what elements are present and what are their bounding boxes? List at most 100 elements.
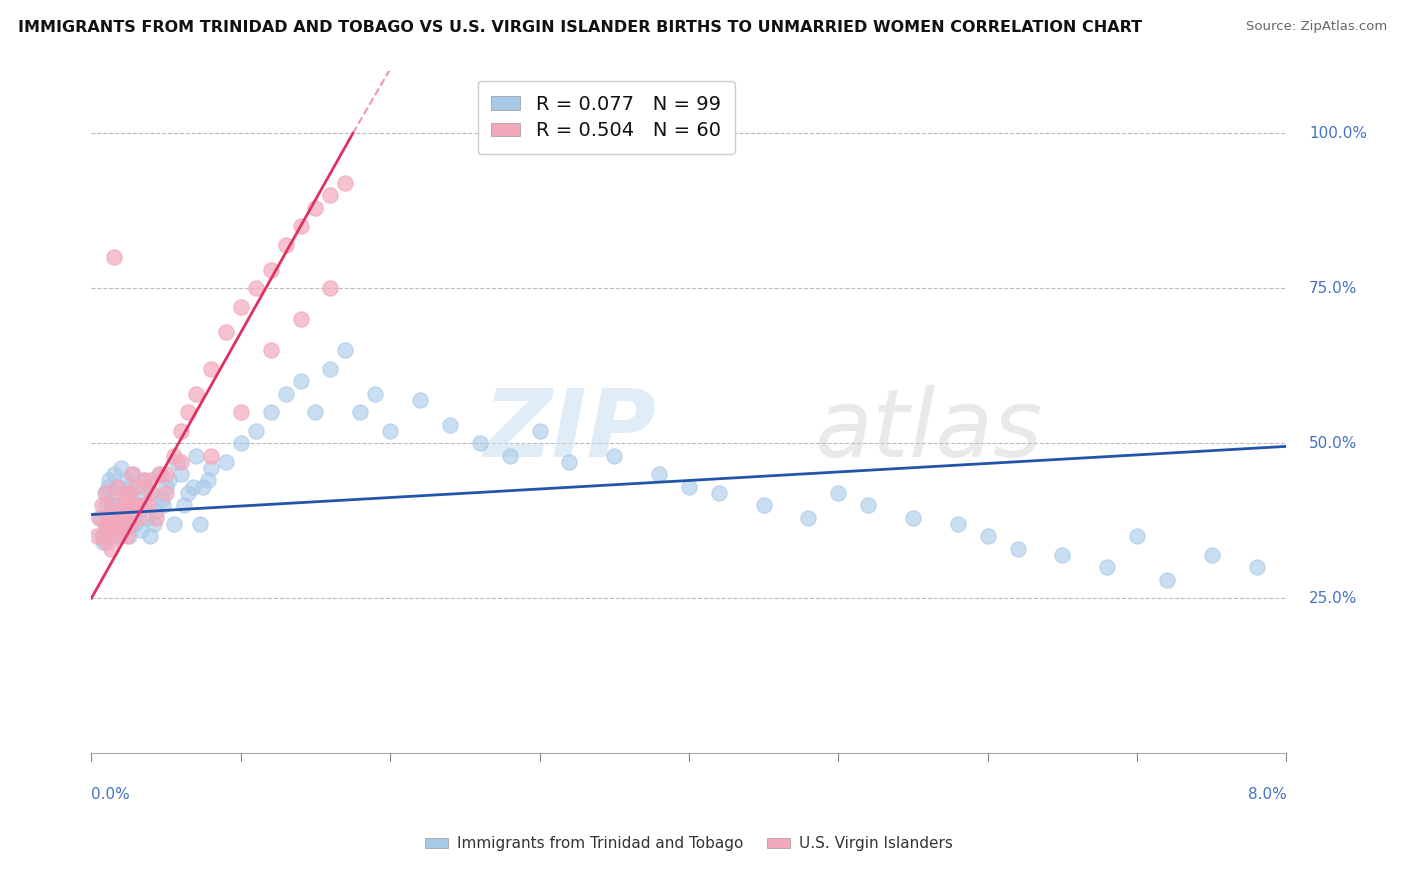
Text: 8.0%: 8.0% [1247,788,1286,802]
Point [752,498,775,512]
Point [274,238,297,252]
Point [215,455,238,469]
Point [103,250,125,264]
Point [143,516,166,531]
Point [319,362,342,376]
Point [177,486,200,500]
Text: IMMIGRANTS FROM TRINIDAD AND TOBAGO VS U.S. VIRGIN ISLANDER BIRTHS TO UNMARRIED : IMMIGRANTS FROM TRINIDAD AND TOBAGO VS U… [18,20,1143,35]
Point [335,343,357,358]
Point [648,467,671,482]
Point [678,480,700,494]
Point [259,343,281,358]
Point [104,498,127,512]
Point [290,219,312,234]
Point [132,498,155,512]
Point [245,424,267,438]
Point [797,510,820,524]
Point [141,474,162,488]
Point [152,498,174,512]
Point [259,262,281,277]
Point [946,516,969,531]
Point [107,480,129,494]
Point [155,480,177,494]
Text: 0.0%: 0.0% [91,788,131,802]
Point [96,498,118,512]
Point [150,491,173,506]
Point [181,480,204,494]
Point [304,405,326,419]
Point [118,529,141,543]
Point [94,516,117,531]
Legend: Immigrants from Trinidad and Tobago, U.S. Virgin Islanders: Immigrants from Trinidad and Tobago, U.S… [419,830,959,857]
Point [200,449,222,463]
Point [127,491,149,506]
Point [166,455,188,469]
Point [103,516,125,531]
Point [86,529,108,543]
Point [319,188,342,202]
Point [111,486,134,500]
Text: atlas: atlas [814,385,1042,476]
Point [118,498,141,512]
Point [335,176,357,190]
Point [184,449,207,463]
Point [89,510,111,524]
Text: 50.0%: 50.0% [1309,436,1357,450]
Point [274,386,297,401]
Point [901,510,924,524]
Point [122,467,145,482]
Point [128,510,150,524]
Point [110,461,132,475]
Point [94,486,117,500]
Point [136,498,159,512]
Point [197,474,219,488]
Point [177,405,200,419]
Point [1126,529,1149,543]
Point [96,523,118,537]
Point [1097,560,1119,574]
Point [112,523,135,537]
Point [112,510,135,524]
Point [138,529,160,543]
Text: 100.0%: 100.0% [1309,126,1367,141]
Point [107,529,129,543]
Point [319,281,342,295]
Point [98,510,121,524]
Point [118,486,141,500]
Point [184,386,207,401]
Point [1201,548,1223,562]
Point [96,486,118,500]
Point [97,523,120,537]
Point [304,201,326,215]
Point [170,455,193,469]
Point [1156,573,1178,587]
Point [90,529,112,543]
Point [100,541,122,556]
Point [200,362,222,376]
Point [115,529,138,543]
Point [122,498,145,512]
Point [121,516,143,531]
Point [229,436,252,450]
Point [141,486,162,500]
Point [170,467,193,482]
Point [200,461,222,475]
Point [124,516,146,531]
Point [409,392,432,407]
Point [229,300,252,314]
Point [132,474,155,488]
Point [93,529,114,543]
Text: ZIP: ZIP [484,384,655,477]
Point [1007,541,1029,556]
Point [97,523,120,537]
Point [110,523,132,537]
Text: 75.0%: 75.0% [1309,281,1357,296]
Point [1246,560,1268,574]
Point [290,374,312,388]
Point [215,325,238,339]
Text: 25.0%: 25.0% [1309,591,1357,606]
Point [105,480,128,494]
Point [104,516,127,531]
Point [245,281,267,295]
Point [111,486,134,500]
